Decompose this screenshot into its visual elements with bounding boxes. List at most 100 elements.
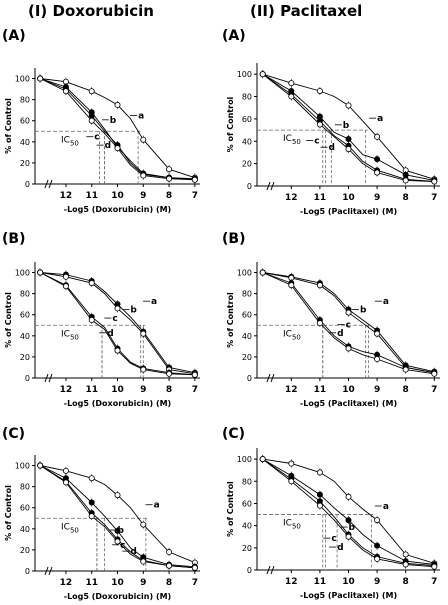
data-point-d xyxy=(140,172,147,179)
x-tick-label: 11 xyxy=(85,385,98,395)
data-point-a xyxy=(62,467,69,474)
data-point-d xyxy=(316,502,323,509)
data-point-b xyxy=(374,156,381,163)
data-point-d xyxy=(191,176,198,183)
y-tick-label: 100 xyxy=(15,462,30,471)
data-point-d xyxy=(140,558,147,565)
dose-response-panel: (C) 0 20 40 60 80 100 12 11 10 9 8 7 % of Control -Log… xyxy=(222,426,440,600)
y-tick-label: 0 xyxy=(247,566,252,575)
y-axis-label: % of Control xyxy=(4,485,13,541)
series-label-d: d xyxy=(337,543,343,553)
y-tick-label: 0 xyxy=(25,180,30,189)
x-axis-label: -Log5 (Doxorubicin) (M) xyxy=(64,399,171,408)
x-tick-label: 7 xyxy=(192,578,198,588)
x-tick-label: 7 xyxy=(431,193,437,203)
axis-break-mark xyxy=(44,373,49,383)
series-curve-a xyxy=(262,458,435,564)
y-tick-label: 60 xyxy=(20,311,30,320)
dose-response-panel: (A) 0 20 40 60 80 100 12 11 10 9 8 7 % of Control -Log… xyxy=(222,28,440,216)
data-point-d xyxy=(114,145,121,152)
data-point-d xyxy=(37,75,44,82)
x-tick-label: 12 xyxy=(285,193,298,203)
x-tick-label: 11 xyxy=(314,577,327,587)
data-point-d xyxy=(402,366,409,373)
y-tick-label: 80 xyxy=(20,290,30,299)
y-axis-label: % of Control xyxy=(226,481,235,537)
y-tick-label: 0 xyxy=(247,182,252,191)
y-tick-label: 80 xyxy=(20,483,30,492)
data-point-b xyxy=(345,517,352,524)
x-tick-label: 10 xyxy=(342,385,355,395)
x-tick-label: 9 xyxy=(140,191,146,201)
data-point-b xyxy=(114,527,121,534)
data-point-d xyxy=(259,269,266,276)
y-tick-label: 20 xyxy=(20,546,30,555)
y-tick-label: 0 xyxy=(25,374,30,383)
x-axis-label: -Log5 (Paclitaxel) (M) xyxy=(300,591,397,600)
data-point-d xyxy=(259,456,266,463)
data-point-b xyxy=(88,280,95,287)
series-curve-b xyxy=(40,78,195,180)
data-point-d xyxy=(288,93,295,100)
axis-break-mark xyxy=(48,566,53,576)
x-tick-label: 8 xyxy=(166,191,172,201)
series-label-a: a xyxy=(383,502,389,512)
axis-break-mark xyxy=(48,179,53,189)
column-title-doxorubicin: (I) Doxorubicin xyxy=(28,2,154,20)
x-tick-label: 9 xyxy=(374,385,380,395)
data-point-d xyxy=(191,564,198,571)
y-tick-label: 100 xyxy=(237,269,252,278)
panel-label: (A) xyxy=(222,28,246,44)
ic50-label: IC50 xyxy=(61,135,79,147)
ic50-label: IC50 xyxy=(283,329,301,341)
series-label-b: b xyxy=(118,526,125,536)
x-tick-label: 10 xyxy=(342,193,355,203)
y-tick-label: 80 xyxy=(242,93,252,102)
axis-break-mark xyxy=(266,565,271,575)
series-label-c: c xyxy=(331,534,336,544)
series-label-b: b xyxy=(343,121,350,131)
data-point-a xyxy=(140,136,147,143)
x-tick-label: 12 xyxy=(60,191,73,201)
x-tick-label: 12 xyxy=(285,385,298,395)
data-point-d xyxy=(114,347,121,354)
data-point-b xyxy=(62,273,69,280)
data-point-b xyxy=(345,136,352,143)
x-tick-label: 10 xyxy=(342,577,355,587)
axis-break-mark xyxy=(266,181,271,191)
x-tick-label: 11 xyxy=(314,193,327,203)
series-label-a: a xyxy=(377,114,383,124)
data-point-a xyxy=(288,80,295,87)
axis-break-mark xyxy=(44,566,49,576)
x-tick-label: 10 xyxy=(111,578,124,588)
series-label-d: d xyxy=(105,141,111,151)
data-point-a xyxy=(316,469,323,476)
x-tick-label: 11 xyxy=(85,191,98,201)
data-point-d xyxy=(345,533,352,540)
data-point-a xyxy=(288,460,295,467)
series-label-a: a xyxy=(138,112,144,122)
data-point-a xyxy=(345,102,352,109)
series-label-d: d xyxy=(107,329,113,339)
y-tick-label: 20 xyxy=(20,353,30,362)
data-point-d xyxy=(316,320,323,327)
y-tick-label: 40 xyxy=(242,332,252,341)
series-label-a: a xyxy=(154,501,160,511)
data-point-b xyxy=(114,305,121,312)
data-point-d xyxy=(402,561,409,568)
y-tick-label: 80 xyxy=(242,290,252,299)
y-axis-label: % of Control xyxy=(4,98,13,154)
data-point-a xyxy=(316,87,323,94)
data-point-a xyxy=(88,88,95,95)
x-tick-label: 8 xyxy=(403,385,409,395)
series-label-b: b xyxy=(349,523,356,533)
x-tick-label: 10 xyxy=(111,385,124,395)
data-point-b xyxy=(374,542,381,549)
x-tick-label: 8 xyxy=(403,577,409,587)
data-point-d xyxy=(166,370,173,377)
series-curve-c xyxy=(40,78,195,181)
series-label-c: c xyxy=(346,320,351,330)
data-point-d xyxy=(88,316,95,323)
